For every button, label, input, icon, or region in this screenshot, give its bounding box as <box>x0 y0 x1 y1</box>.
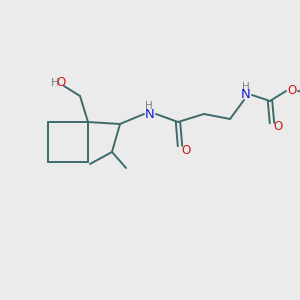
Text: H: H <box>51 78 59 88</box>
Text: O: O <box>56 76 66 89</box>
Text: O: O <box>287 83 297 97</box>
Text: H: H <box>145 101 153 111</box>
Text: N: N <box>145 107 155 121</box>
Text: O: O <box>273 121 283 134</box>
Text: H: H <box>242 82 250 92</box>
Text: O: O <box>182 143 190 157</box>
Text: N: N <box>241 88 251 101</box>
